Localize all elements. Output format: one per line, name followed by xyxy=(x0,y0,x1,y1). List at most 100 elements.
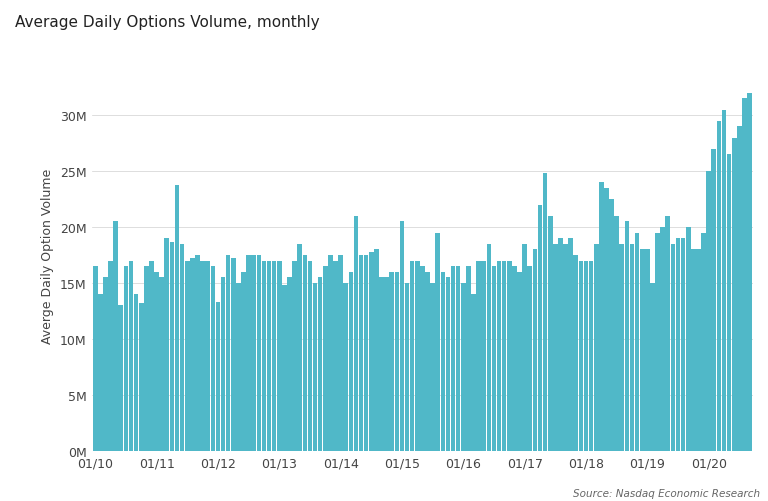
Text: Source: Nasdaq Economic Research: Source: Nasdaq Economic Research xyxy=(573,488,760,498)
Bar xyxy=(722,110,727,451)
Bar xyxy=(640,250,644,451)
Bar xyxy=(160,278,164,451)
Bar xyxy=(711,149,716,451)
Bar xyxy=(364,256,369,451)
Bar xyxy=(548,216,552,451)
Bar xyxy=(707,172,711,451)
Bar xyxy=(129,261,134,451)
Bar xyxy=(144,267,149,451)
Bar xyxy=(415,261,419,451)
Bar xyxy=(154,272,159,451)
Bar xyxy=(257,256,261,451)
Bar xyxy=(93,267,98,451)
Y-axis label: Averge Daily Option Volume: Averge Daily Option Volume xyxy=(41,168,55,343)
Bar xyxy=(205,261,210,451)
Bar xyxy=(349,272,353,451)
Bar xyxy=(389,272,394,451)
Bar xyxy=(578,261,583,451)
Bar xyxy=(691,250,696,451)
Bar xyxy=(747,94,752,451)
Bar xyxy=(430,284,435,451)
Bar xyxy=(410,261,415,451)
Bar xyxy=(604,188,609,451)
Bar xyxy=(103,278,108,451)
Text: Average Daily Options Volume, monthly: Average Daily Options Volume, monthly xyxy=(15,15,320,30)
Bar xyxy=(660,227,665,451)
Bar xyxy=(180,244,184,451)
Bar xyxy=(277,261,282,451)
Bar xyxy=(266,261,271,451)
Bar xyxy=(303,256,307,451)
Bar xyxy=(701,233,706,451)
Bar xyxy=(190,259,194,451)
Bar xyxy=(369,252,373,451)
Bar xyxy=(420,267,425,451)
Bar xyxy=(609,200,614,451)
Bar xyxy=(384,278,389,451)
Bar xyxy=(247,256,251,451)
Bar xyxy=(645,250,650,451)
Bar xyxy=(343,284,348,451)
Bar xyxy=(584,261,588,451)
Bar xyxy=(599,183,604,451)
Bar xyxy=(308,261,313,451)
Bar xyxy=(538,205,542,451)
Bar xyxy=(195,256,200,451)
Bar xyxy=(251,256,256,451)
Bar xyxy=(124,267,128,451)
Bar xyxy=(425,272,430,451)
Bar xyxy=(359,256,363,451)
Bar xyxy=(553,244,558,451)
Bar xyxy=(543,174,548,451)
Bar xyxy=(676,239,680,451)
Bar xyxy=(236,284,240,451)
Bar xyxy=(670,244,675,451)
Bar xyxy=(727,155,731,451)
Bar xyxy=(630,244,634,451)
Bar xyxy=(655,233,660,451)
Bar xyxy=(241,272,246,451)
Bar xyxy=(558,239,563,451)
Bar xyxy=(134,295,138,451)
Bar xyxy=(220,278,225,451)
Bar xyxy=(395,272,399,451)
Bar xyxy=(507,261,511,451)
Bar xyxy=(323,267,328,451)
Bar xyxy=(262,261,266,451)
Bar xyxy=(472,295,476,451)
Bar xyxy=(339,256,343,451)
Bar xyxy=(379,278,384,451)
Bar xyxy=(139,304,144,451)
Bar xyxy=(98,295,103,451)
Bar xyxy=(589,261,594,451)
Bar xyxy=(563,244,568,451)
Bar xyxy=(666,216,670,451)
Bar xyxy=(717,122,721,451)
Bar xyxy=(532,250,537,451)
Bar xyxy=(594,244,598,451)
Bar xyxy=(624,222,629,451)
Bar xyxy=(461,284,465,451)
Bar xyxy=(328,256,333,451)
Bar xyxy=(476,261,481,451)
Bar xyxy=(399,222,404,451)
Bar xyxy=(517,272,521,451)
Bar xyxy=(512,267,517,451)
Bar xyxy=(696,250,700,451)
Bar xyxy=(466,267,471,451)
Bar xyxy=(200,261,205,451)
Bar xyxy=(522,244,527,451)
Bar xyxy=(374,250,379,451)
Bar xyxy=(620,244,624,451)
Bar xyxy=(742,99,746,451)
Bar xyxy=(282,286,286,451)
Bar xyxy=(108,261,113,451)
Bar xyxy=(451,267,455,451)
Bar xyxy=(272,261,276,451)
Bar xyxy=(114,222,118,451)
Bar xyxy=(185,261,190,451)
Bar xyxy=(297,244,302,451)
Bar xyxy=(502,261,506,451)
Bar xyxy=(487,244,492,451)
Bar xyxy=(210,267,215,451)
